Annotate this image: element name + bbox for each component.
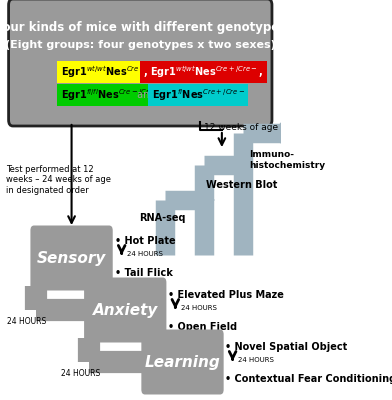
Text: , Egr1$^{wt/wt}$Nes$^{Cre+/Cre-}$,: , Egr1$^{wt/wt}$Nes$^{Cre+/Cre-}$,: [143, 64, 263, 80]
Text: • Contextual Fear Conditioning: • Contextual Fear Conditioning: [225, 374, 392, 384]
Text: Sensory: Sensory: [37, 250, 106, 266]
Polygon shape: [88, 302, 95, 318]
Text: 12 weeks of age: 12 weeks of age: [204, 124, 278, 132]
Text: • Tail Flick: • Tail Flick: [114, 268, 172, 278]
Polygon shape: [281, 123, 290, 143]
Text: 24 HOURS: 24 HOURS: [127, 251, 163, 257]
Text: (Eight groups: four genotypes x two sexes): (Eight groups: four genotypes x two sexe…: [5, 40, 276, 50]
FancyBboxPatch shape: [84, 278, 166, 342]
Text: 24 HOURS: 24 HOURS: [238, 357, 274, 363]
Text: Test performed at 12
weeks – 24 weeks of age
in designated order: Test performed at 12 weeks – 24 weeks of…: [6, 165, 111, 195]
Text: Four kinds of mice with different genotypes: Four kinds of mice with different genoty…: [0, 22, 286, 34]
Text: 24 HOURS: 24 HOURS: [181, 305, 217, 311]
Text: RNA-seq: RNA-seq: [140, 213, 186, 223]
Text: 24 HOURS: 24 HOURS: [61, 370, 100, 378]
Text: Learning: Learning: [145, 354, 220, 370]
Text: Anxiety: Anxiety: [93, 302, 158, 318]
FancyBboxPatch shape: [31, 226, 113, 290]
FancyBboxPatch shape: [9, 0, 272, 126]
Polygon shape: [243, 155, 253, 175]
Polygon shape: [204, 190, 214, 210]
Text: Egr1$^{fl}$Nes$^{Cre+/Cre-}$: Egr1$^{fl}$Nes$^{Cre+/Cre-}$: [152, 87, 245, 103]
Text: Western Blot: Western Blot: [206, 180, 278, 190]
Text: Immuno-
histochemistry: Immuno- histochemistry: [249, 150, 325, 170]
Text: • Novel Spatial Object: • Novel Spatial Object: [225, 342, 348, 352]
Text: • Elevated Plus Maze: • Elevated Plus Maze: [168, 290, 284, 300]
Text: 24 HOURS: 24 HOURS: [7, 318, 46, 326]
Text: • Hot Plate: • Hot Plate: [114, 236, 175, 246]
Text: Egr1$^{fl/fl}$Nes$^{Cre-/Cre-}$,: Egr1$^{fl/fl}$Nes$^{Cre-/Cre-}$,: [61, 87, 166, 103]
Text: and: and: [134, 90, 158, 100]
FancyBboxPatch shape: [142, 330, 224, 394]
Polygon shape: [145, 354, 152, 370]
Text: • Open Field: • Open Field: [168, 322, 237, 332]
Text: Egr1$^{wt/wt}$Nes$^{Cre-/Cre-}$: Egr1$^{wt/wt}$Nes$^{Cre-/Cre-}$: [61, 64, 169, 80]
